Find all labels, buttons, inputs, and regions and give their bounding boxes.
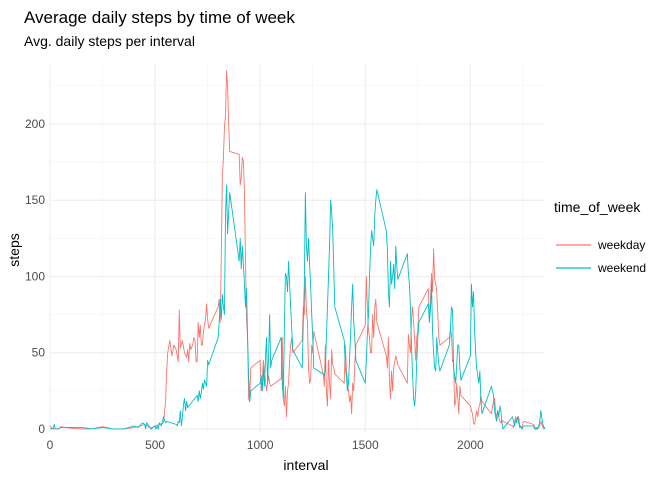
x-tick-label: 0	[47, 438, 54, 452]
legend-label-weekday: weekday	[597, 238, 645, 252]
x-tick-label: 1000	[247, 438, 274, 452]
grid	[49, 63, 545, 432]
x-tick-label: 1500	[352, 438, 379, 452]
y-tick-label: 0	[38, 422, 45, 436]
x-tick-label: 2000	[457, 438, 484, 452]
series-lines	[49, 70, 546, 430]
x-tick-label: 500	[145, 438, 165, 452]
x-axis-ticks: 0 500 1000 1500 2000	[47, 438, 484, 452]
chart-title: Average daily steps by time of week	[24, 8, 295, 27]
y-tick-label: 200	[25, 117, 45, 131]
legend-items: weekday weekend	[556, 238, 646, 275]
chart-subtitle: Avg. daily steps per interval	[24, 33, 195, 49]
y-tick-label: 150	[25, 193, 45, 207]
y-axis-title: steps	[6, 233, 22, 266]
legend-label-weekend: weekend	[597, 261, 646, 275]
series-line-weekday	[49, 70, 546, 430]
legend: time_of_week weekday weekend	[554, 199, 646, 275]
y-tick-label: 100	[25, 269, 45, 283]
y-tick-label: 50	[32, 346, 46, 360]
y-axis-ticks: 0 50 100 150 200	[25, 117, 45, 436]
series-line-weekend	[50, 184, 546, 430]
legend-title: time_of_week	[554, 199, 641, 215]
x-axis-title: interval	[283, 457, 328, 473]
